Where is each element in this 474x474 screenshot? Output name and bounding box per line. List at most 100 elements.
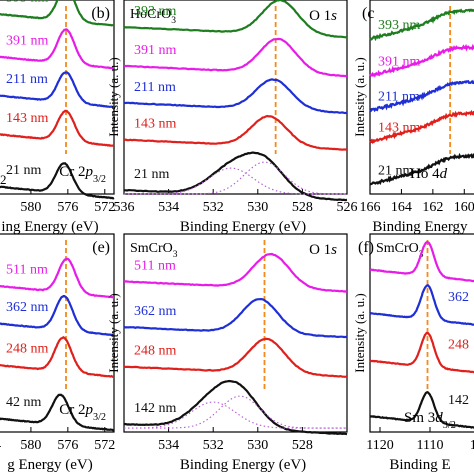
series-label: 211 nm: [378, 90, 420, 105]
x-axis-label: ing Energy (eV): [1, 219, 98, 235]
series-line: [0, 109, 115, 147]
series-line: [123, 297, 348, 339]
series-line: [123, 337, 348, 378]
series-line: [124, 151, 348, 202]
series-label: 362 nm: [6, 300, 49, 315]
x-tick-label: 166: [360, 200, 381, 215]
compound-label: SmCrO3: [130, 241, 178, 260]
compound-label: HoCrO3: [130, 7, 176, 26]
x-tick-label: 536: [114, 200, 135, 215]
series-line: [123, 114, 348, 151]
x-tick-label: 580: [20, 200, 41, 215]
core-level-label: O 1s: [309, 8, 337, 24]
plot-frame: [369, 0, 474, 195]
x-axis-label: Binding Energy (eV): [180, 219, 306, 235]
series-label: 21 nm: [134, 167, 170, 182]
y-axis-label: Intensity (a. u.): [106, 57, 121, 136]
x-tick-label: 1120: [366, 438, 393, 453]
series-label: 21 nm: [6, 163, 42, 178]
x-tick-label: 84: [0, 438, 1, 453]
fit-component-curve: [124, 395, 347, 429]
panel-letter: (c: [362, 5, 374, 22]
panel-e-o1s-smcro3: 534 532 530 528 Binding Energy (eV) Intensity…: [92, 233, 348, 473]
series-line: [369, 391, 474, 429]
series-line: [369, 152, 474, 186]
x-tick-label: 572: [94, 200, 115, 215]
panel-annotation: 2: [0, 172, 7, 187]
series-line: [0, 162, 115, 200]
x-axis-label: g Energy (eV): [7, 457, 93, 473]
core-level-label: Sm 3d3/2: [404, 410, 456, 431]
x-tick-label: 572: [94, 438, 115, 453]
series-line: [369, 240, 474, 283]
series-line: [0, 295, 114, 337]
series-line: [369, 284, 474, 326]
series-line: [0, 393, 115, 432]
series-label: 142: [448, 393, 469, 408]
x-tick-label: 534: [158, 200, 179, 215]
panel-letter: (e): [92, 239, 110, 256]
x-axis-label: Binding Energy: [372, 219, 468, 235]
series-line: [0, 335, 115, 379]
plot-frame: [123, 233, 348, 433]
series-line: [369, 8, 474, 42]
x-tick-label: 576: [57, 200, 78, 215]
x-tick-label: 576: [57, 438, 78, 453]
plot-frame: [0, 233, 115, 433]
panel-letter: (f): [358, 239, 374, 256]
series-line: [123, 0, 348, 39]
series-label: 248 nm: [134, 344, 177, 359]
core-level-label: Ho 4d: [410, 166, 448, 182]
x-tick-label: 162: [422, 200, 443, 215]
x-tick-label: 528: [292, 438, 313, 453]
x-tick-label: 530: [247, 200, 268, 215]
series-label: 391 nm: [134, 43, 177, 58]
series-label: 211 nm: [134, 80, 176, 95]
panel-f-sm3d: 1120 1110 110 Binding E Intensity (a. u.) (f)…: [352, 233, 474, 473]
plot-frame: [123, 0, 348, 195]
series-line: [123, 37, 348, 78]
series-label: 143 nm: [6, 111, 49, 126]
series-label: 362 nm: [134, 304, 177, 319]
plot-frame: [0, 0, 115, 195]
series-label: 393 nm: [6, 0, 49, 6]
panel-b-o1s-hocro3: 536 534 532 530 528 526 Binding Energy (eV) Int…: [91, 0, 358, 235]
y-axis-label: Intensity (a. u.): [106, 293, 121, 372]
x-tick-label: 530: [247, 438, 268, 453]
x-tick-label: 110: [470, 438, 474, 453]
series-line: [123, 379, 348, 436]
x-tick-label: 580: [20, 438, 41, 453]
x-tick-label: 532: [203, 438, 224, 453]
x-tick-label: 534: [158, 438, 179, 453]
x-axis-label: Binding Energy (eV): [180, 457, 306, 473]
series-label: 393 nm: [134, 4, 177, 19]
series-label: 211 nm: [6, 72, 48, 87]
series-label: 391 nm: [378, 55, 421, 70]
series-line: [369, 109, 474, 145]
series-line: [123, 252, 348, 293]
series-label: 362: [448, 290, 469, 305]
fit-component-curve: [124, 401, 347, 429]
compound-label: SmCrO3: [376, 241, 424, 260]
series-label: 511 nm: [134, 259, 176, 274]
series-line: [369, 79, 474, 113]
series-line: [0, 257, 114, 299]
panel-letter: (b): [91, 5, 110, 22]
series-line: [0, 71, 115, 109]
series-line: [369, 43, 474, 78]
series-label: 248: [448, 338, 469, 353]
series-label: 42 nm: [6, 395, 42, 410]
series-label: 143 nm: [134, 117, 177, 132]
series-label: 511 nm: [6, 262, 48, 277]
series-label: 391 nm: [6, 33, 49, 48]
x-tick-label: 526: [337, 200, 358, 215]
series-label: 143 nm: [378, 121, 421, 136]
x-tick-label: 164: [391, 200, 412, 215]
x-tick-label: 160: [454, 200, 474, 215]
core-level-label: Cr 2p3/2: [59, 402, 106, 423]
x-axis-label: Binding E: [389, 457, 450, 473]
series-line: [123, 78, 348, 115]
x-tick-label: 1110: [417, 438, 444, 453]
